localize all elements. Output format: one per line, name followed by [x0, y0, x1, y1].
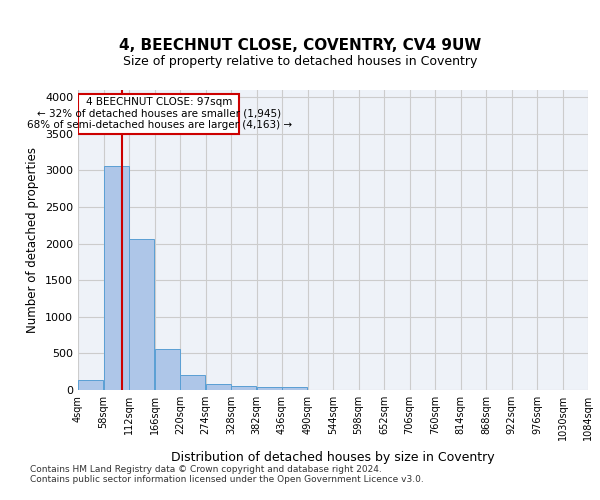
FancyBboxPatch shape: [79, 94, 239, 134]
Text: 4, BEECHNUT CLOSE, COVENTRY, CV4 9UW: 4, BEECHNUT CLOSE, COVENTRY, CV4 9UW: [119, 38, 481, 52]
Bar: [155, 349, 179, 390]
Y-axis label: Number of detached properties: Number of detached properties: [26, 147, 40, 333]
Text: 4 BEECHNUT CLOSE: 97sqm
← 32% of detached houses are smaller (1,945)
68% of semi: 4 BEECHNUT CLOSE: 97sqm ← 32% of detache…: [26, 97, 292, 130]
Text: Contains public sector information licensed under the Open Government Licence v3: Contains public sector information licen…: [30, 476, 424, 484]
Bar: [180, 376, 205, 390]
Bar: [206, 384, 230, 390]
X-axis label: Distribution of detached houses by size in Coventry: Distribution of detached houses by size …: [171, 451, 495, 464]
Bar: [129, 240, 154, 390]
Bar: [231, 386, 256, 390]
Text: Contains HM Land Registry data © Crown copyright and database right 2024.: Contains HM Land Registry data © Crown c…: [30, 466, 382, 474]
Bar: [78, 380, 103, 390]
Bar: [282, 387, 307, 390]
Bar: [257, 387, 281, 390]
Bar: [104, 166, 128, 390]
Text: Size of property relative to detached houses in Coventry: Size of property relative to detached ho…: [123, 54, 477, 68]
